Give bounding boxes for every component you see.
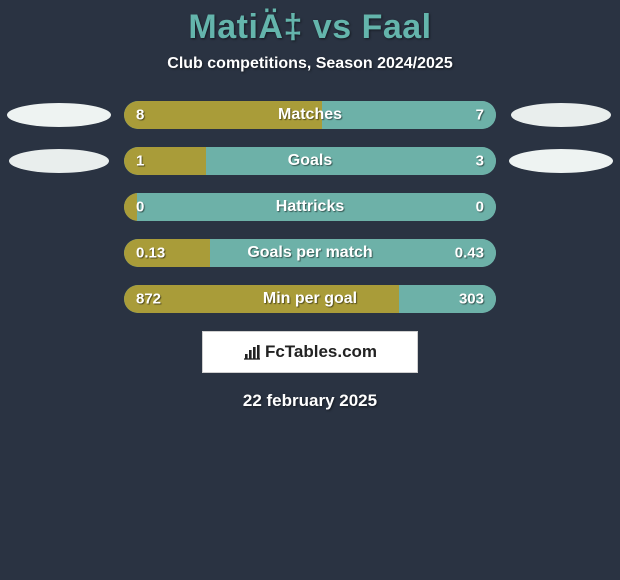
date-line: 22 february 2025 <box>0 391 620 411</box>
stat-row: 8 7 Matches <box>10 101 610 129</box>
left-badge-slot <box>10 149 124 173</box>
brand-box[interactable]: FcTables.com <box>202 331 418 373</box>
stat-value-left: 872 <box>136 291 161 308</box>
player-badge-left <box>7 103 111 127</box>
barchart-icon <box>243 344 261 360</box>
stat-row: 872 303 Min per goal <box>10 285 610 313</box>
right-badge-slot <box>496 103 610 127</box>
stat-bar-right <box>206 147 496 175</box>
stat-value-left: 1 <box>136 153 144 170</box>
stat-value-left: 0 <box>136 199 144 216</box>
stat-bar-right <box>322 101 496 129</box>
right-badge-slot <box>496 149 610 173</box>
comparison-widget: MatiÄ‡ vs Faal Club competitions, Season… <box>0 0 620 580</box>
stat-bar-left <box>124 285 399 313</box>
stat-bar: 872 303 Min per goal <box>124 285 496 313</box>
left-badge-slot <box>10 103 124 127</box>
stat-bar: 0.13 0.43 Goals per match <box>124 239 496 267</box>
stat-row: 0.13 0.43 Goals per match <box>10 239 610 267</box>
stat-row: 0 0 Hattricks <box>10 193 610 221</box>
page-subtitle: Club competitions, Season 2024/2025 <box>0 55 620 73</box>
stat-value-right: 303 <box>459 291 484 308</box>
stat-bar: 1 3 Goals <box>124 147 496 175</box>
stat-value-right: 0 <box>476 199 484 216</box>
brand-label: FcTables.com <box>265 342 377 362</box>
stat-bar: 8 7 Matches <box>124 101 496 129</box>
stat-label: Min per goal <box>263 290 357 308</box>
stat-value-right: 3 <box>476 153 484 170</box>
player-badge-right <box>511 103 611 127</box>
stat-bar: 0 0 Hattricks <box>124 193 496 221</box>
brand-text: FcTables.com <box>243 342 377 362</box>
stat-value-left: 0.13 <box>136 245 165 262</box>
stat-value-right: 0.43 <box>455 245 484 262</box>
stat-label: Hattricks <box>276 198 344 216</box>
stats-area: 8 7 Matches 1 3 Goals 0 0 Hattricks 0.13 0.43 Goals… <box>0 101 620 313</box>
player-badge-right <box>509 149 613 173</box>
stat-label: Matches <box>278 106 342 124</box>
stat-row: 1 3 Goals <box>10 147 610 175</box>
stat-value-right: 7 <box>476 107 484 124</box>
stat-label: Goals per match <box>247 244 372 262</box>
stat-value-left: 8 <box>136 107 144 124</box>
page-title: MatiÄ‡ vs Faal <box>0 8 620 47</box>
stat-label: Goals <box>288 152 332 170</box>
player-badge-left <box>9 149 109 173</box>
